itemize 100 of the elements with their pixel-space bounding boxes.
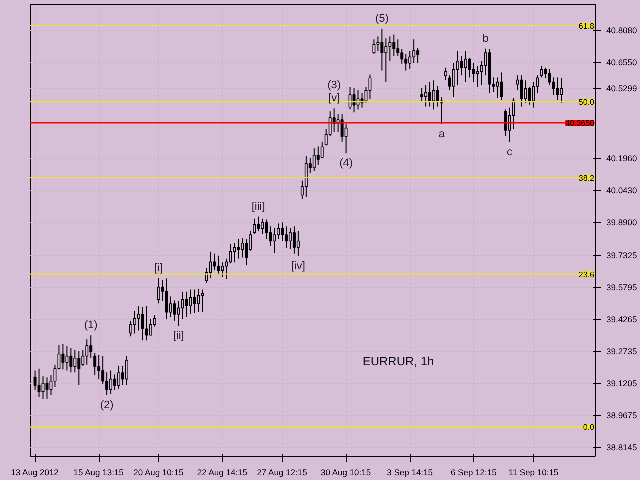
candlestick: [165, 278, 168, 320]
candlestick: [257, 216, 260, 232]
candlestick: [253, 218, 256, 235]
candlestick: [380, 28, 384, 72]
candlestick: [540, 65, 544, 78]
candlestick: [464, 50, 468, 84]
y-tick-label: 39.8900: [606, 217, 638, 228]
candlestick: [388, 36, 392, 62]
candlestick: [472, 62, 476, 84]
candlestick: [133, 310, 136, 334]
candlestick: [42, 376, 45, 400]
candlestick: [312, 148, 316, 172]
candlestick: [444, 67, 448, 81]
candlestick: [273, 228, 276, 254]
candlestick: [520, 75, 524, 108]
candlestick: [106, 372, 109, 396]
candlestick: [396, 39, 400, 57]
annotation: b: [482, 32, 489, 45]
x-tick-label: 6 Sep 12:15: [450, 468, 498, 478]
candlestick: [352, 88, 356, 114]
candlestick: [137, 306, 140, 332]
x-tick-label: 13 Aug 2012: [11, 468, 60, 478]
candlestick: [392, 34, 396, 57]
candlestick: [496, 77, 500, 98]
candlestick: [74, 350, 77, 374]
candlestick: [428, 82, 432, 108]
candlestick: [141, 306, 144, 342]
candlestick: [288, 228, 292, 250]
candlestick: [86, 339, 89, 366]
candlestick: [500, 72, 504, 101]
candlestick: [193, 289, 196, 314]
candlestick: [197, 288, 200, 313]
candlestick: [468, 58, 472, 78]
x-tick-label: 20 Aug 10:15: [134, 468, 184, 478]
y-tick-label: 40.8080: [606, 25, 638, 36]
candlestick: [512, 97, 516, 130]
candlestick: [420, 88, 424, 102]
candlestick: [408, 50, 412, 70]
candlestick: [528, 86, 532, 106]
candlestick: [217, 255, 220, 276]
candlestick: [70, 348, 73, 374]
candlestick: [368, 74, 372, 100]
candlestick: [118, 365, 121, 390]
candlestick: [213, 253, 216, 271]
candlestick: [185, 291, 188, 318]
y-tick-label: 40.6550: [606, 57, 638, 68]
y-tick-label: 39.1205: [606, 378, 638, 388]
annotation: [iii]: [252, 200, 266, 213]
candlestick: [400, 48, 404, 64]
x-tick-label: 27 Aug 12:15: [257, 468, 308, 478]
candlestick: [177, 301, 180, 326]
candlestick: [452, 62, 456, 98]
candlestick: [129, 320, 132, 338]
annotation: 38.2: [578, 174, 596, 183]
candlestick: [78, 350, 81, 386]
candlestick: [432, 80, 436, 110]
candlestick: [556, 77, 560, 101]
candlestick: [456, 50, 460, 86]
annotation: 23.6: [578, 270, 596, 280]
candlestick: [296, 230, 300, 257]
candlestick: [145, 306, 148, 342]
candlestick: [201, 289, 204, 313]
x-tick-label: 3 Sep 14:15: [387, 468, 434, 478]
annotation: 61.8: [578, 22, 596, 31]
candlestick: [245, 238, 248, 266]
y-tick-label: 40.1960: [606, 153, 638, 164]
candlestick: [261, 218, 264, 235]
candlestick: [233, 242, 236, 264]
candlestick: [38, 368, 41, 398]
annotation: 0.0: [583, 423, 596, 432]
y-tick-label: 39.4265: [606, 314, 638, 324]
candlestick: [376, 36, 380, 52]
candlestick: [284, 226, 288, 248]
candlestick: [548, 68, 552, 86]
candlestick: [316, 146, 320, 166]
annotation: [ii]: [173, 330, 184, 342]
annotation: (5): [375, 12, 389, 25]
annotation: EURRUR, 1h: [362, 354, 434, 368]
candlestick: [504, 109, 508, 137]
candlestick: [281, 222, 284, 242]
candlestick: [82, 350, 85, 366]
candlestick: [292, 226, 296, 254]
candlestick: [269, 226, 272, 247]
x-tick-label: 11 Sep 10:15: [508, 468, 559, 478]
candlestick: [340, 114, 344, 142]
candlestick: [416, 48, 420, 64]
candlestick: [241, 238, 244, 258]
candlestick: [552, 77, 556, 96]
annotation: [i]: [154, 262, 164, 274]
candlestick: [125, 356, 128, 386]
candlestick: [424, 84, 428, 108]
annotation: a: [438, 128, 446, 141]
candlestick: [277, 223, 280, 240]
candlestick: [237, 238, 240, 260]
candlestick: [544, 67, 548, 80]
y-tick-label: 39.7325: [606, 250, 638, 260]
candlestick: [157, 278, 160, 304]
candlestick: [560, 78, 564, 104]
candlestick: [221, 262, 224, 278]
annotation: (4): [340, 158, 354, 170]
